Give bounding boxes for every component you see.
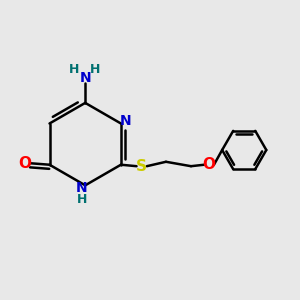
Text: H: H [76, 193, 87, 206]
Text: N: N [76, 181, 88, 195]
Text: H: H [90, 62, 101, 76]
Text: N: N [80, 71, 91, 85]
Text: O: O [18, 156, 31, 171]
Text: O: O [202, 157, 215, 172]
Text: H: H [69, 62, 79, 76]
Text: N: N [119, 114, 131, 128]
Text: S: S [135, 159, 146, 174]
